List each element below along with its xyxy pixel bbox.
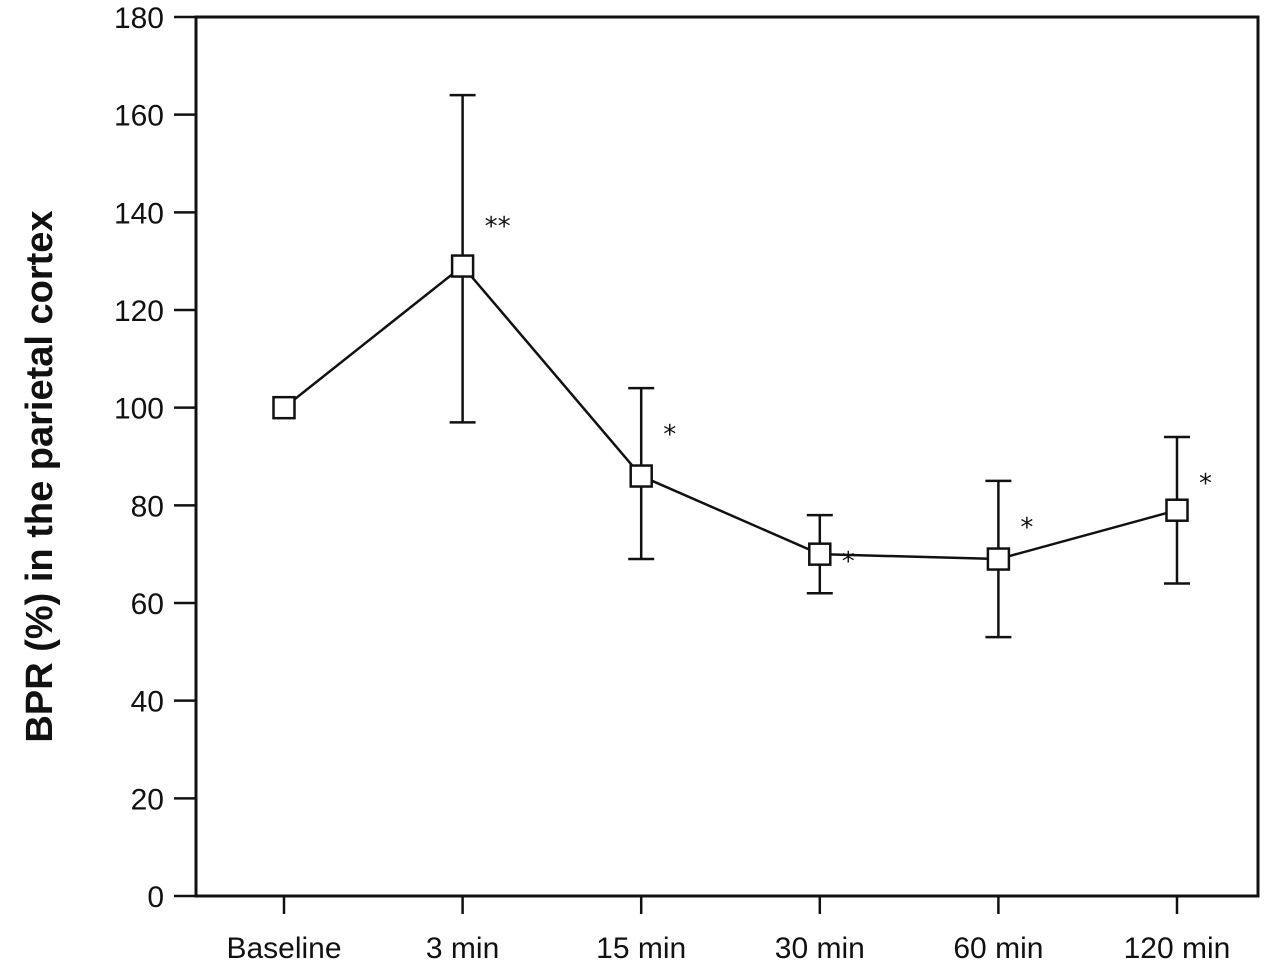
significance-marker: *	[663, 420, 676, 450]
series-line-group	[283, 264, 1178, 561]
significance-marker: **	[485, 212, 511, 242]
y-tick-label: 120	[114, 295, 164, 328]
y-axis-title: BPR (%) in the parietal cortex	[19, 210, 61, 742]
x-tick-label: 60 min	[953, 932, 1043, 965]
data-markers	[272, 254, 1189, 571]
y-tick-label: 160	[114, 100, 164, 133]
y-tick-label: 80	[131, 490, 164, 523]
data-point-marker	[272, 395, 296, 420]
data-point-marker	[1165, 498, 1189, 522]
significance-marker: *	[842, 547, 855, 577]
y-tick-label: 100	[114, 393, 164, 426]
y-axis-ticks: 0 20 40 60 80 100 120 140 160 180	[114, 2, 196, 914]
data-point-marker	[629, 464, 653, 488]
x-tick-label: 15 min	[596, 932, 686, 965]
series-line	[283, 264, 1178, 561]
y-tick-label: 40	[131, 686, 164, 719]
data-point-marker	[986, 547, 1011, 571]
x-tick-label: Baseline	[226, 932, 341, 965]
x-tick-label: 3 min	[426, 932, 499, 965]
y-tick-label: 180	[114, 2, 164, 35]
significance-marker: *	[1020, 513, 1033, 543]
y-tick-label: 140	[114, 197, 164, 230]
axes	[194, 15, 1260, 898]
x-tick-label: 30 min	[775, 932, 865, 965]
y-tick-label: 60	[131, 588, 164, 621]
significance-marker: *	[1199, 469, 1212, 499]
y-tick-label: 0	[147, 881, 164, 914]
significance-labels: ******	[485, 212, 1212, 577]
plot-frame	[194, 15, 1260, 898]
data-point-marker	[808, 542, 832, 566]
x-tick-label: 120 min	[1124, 932, 1231, 965]
y-tick-label: 20	[131, 783, 164, 816]
data-point-marker	[450, 254, 475, 278]
x-axis-ticks: Baseline 3 min 15 min 30 min 60 min 120 min	[226, 896, 1230, 965]
